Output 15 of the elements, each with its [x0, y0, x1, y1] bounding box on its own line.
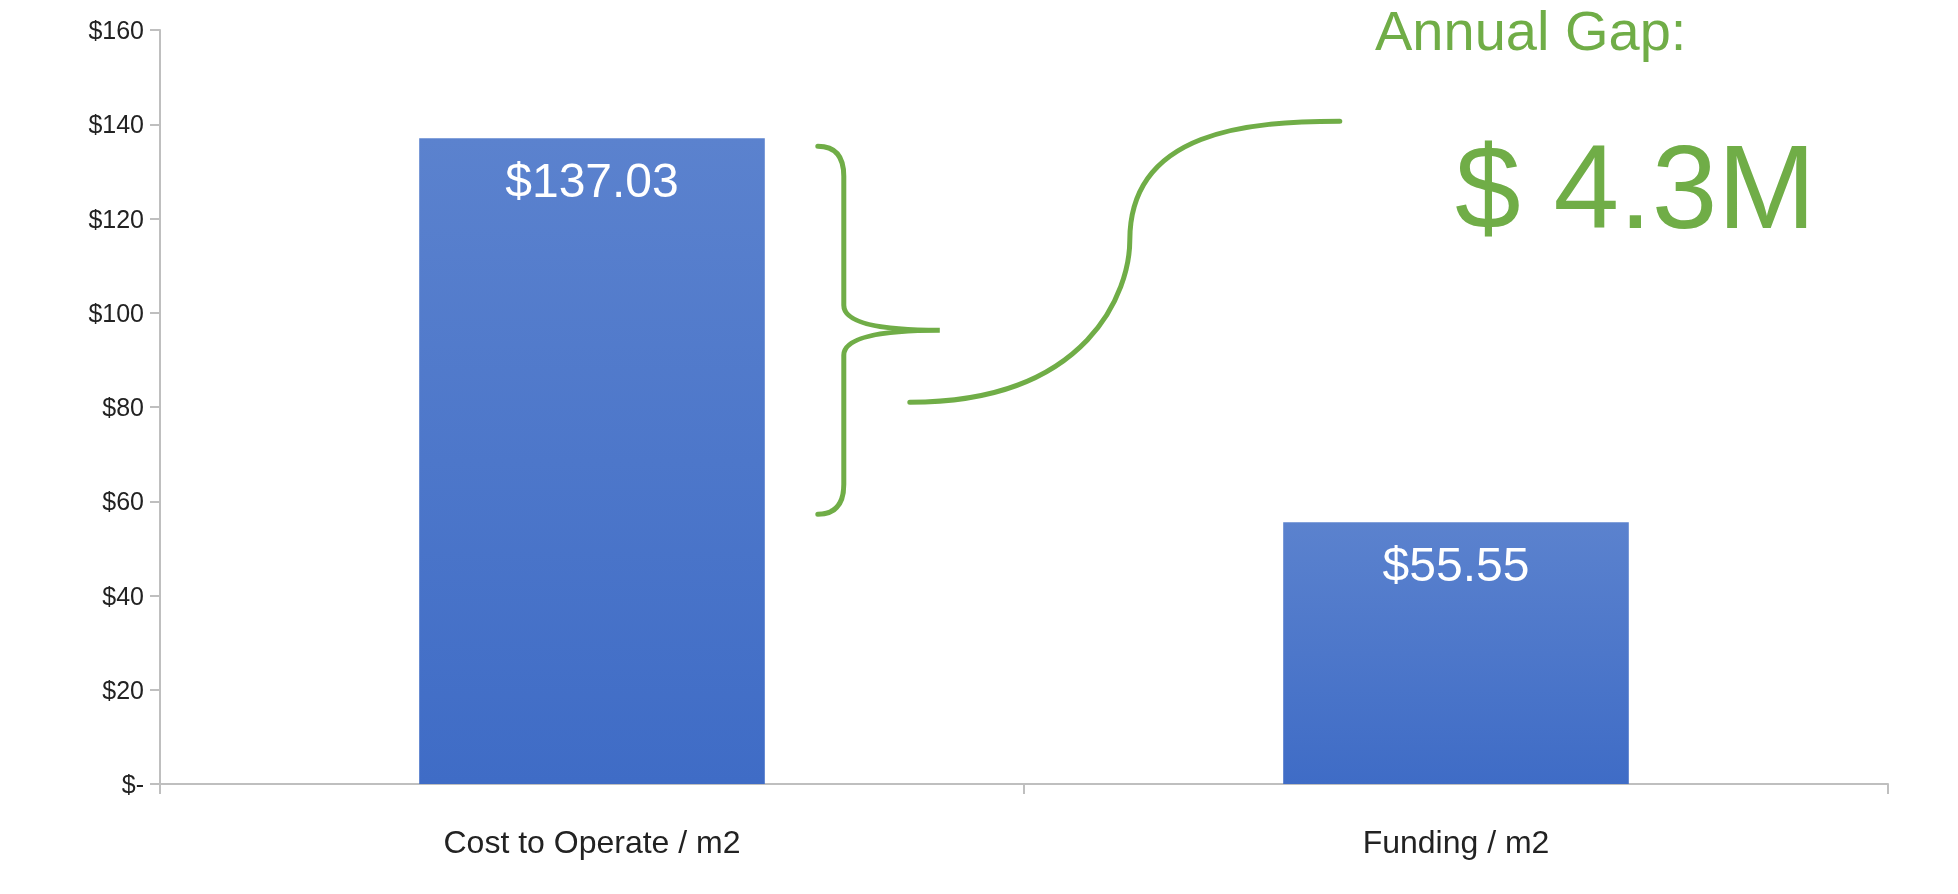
y-tick-label: $120 — [88, 204, 144, 233]
y-tick-label: $140 — [88, 110, 144, 139]
data-label: $55.55 — [1382, 537, 1530, 591]
x-tick-label: Funding / m2 — [1362, 824, 1550, 860]
x-tick-label: Cost to Operate / m2 — [443, 824, 741, 860]
y-tick-label: $20 — [102, 675, 144, 704]
y-tick-label: $60 — [102, 487, 144, 516]
y-tick-label: $- — [121, 770, 144, 798]
data-label: $137.03 — [505, 153, 679, 207]
y-tick-label: $40 — [102, 581, 144, 610]
y-tick-label: $160 — [88, 16, 144, 44]
annotation: $ 4.3M — [1455, 121, 1816, 253]
annotation: Annual Gap: — [1375, 0, 1687, 62]
y-tick-label: $100 — [88, 298, 144, 327]
y-tick-label: $80 — [102, 393, 144, 421]
